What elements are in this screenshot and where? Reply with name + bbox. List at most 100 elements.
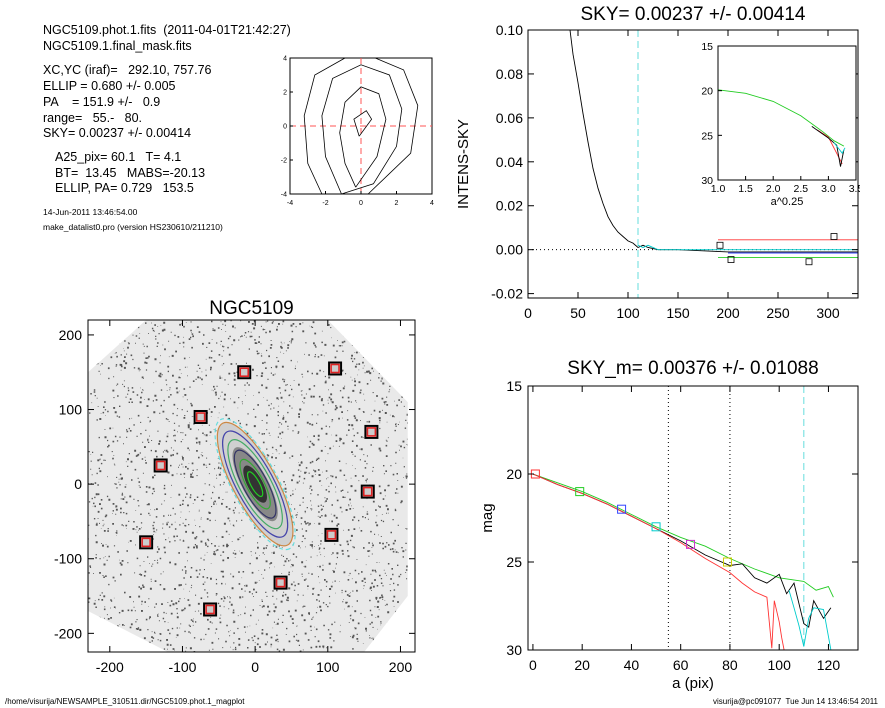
sky-inset-ytick-label: 15 — [701, 41, 713, 53]
mask-box-inner — [195, 412, 206, 422]
mask-box-inner — [330, 363, 340, 374]
sky-inset-series-3 — [833, 142, 846, 155]
sky-inset-series-1 — [817, 129, 843, 165]
contour-level-1 — [339, 86, 387, 188]
contour-xtick-label: 2 — [395, 200, 399, 207]
sky-series-0 — [569, 29, 858, 253]
contour-level-0 — [353, 110, 373, 137]
contour-level-3 — [321, 57, 419, 195]
contour-xtick-label: 4 — [430, 200, 434, 207]
sky-ytick-label: 0.00 — [496, 242, 523, 258]
galaxy-core — [243, 465, 267, 503]
map-title: NGC5109 — [209, 298, 294, 319]
mask-box-inner — [205, 604, 215, 615]
mag-series-0 — [532, 473, 834, 598]
mask-box-inner — [366, 427, 377, 437]
mask-box-inner — [275, 577, 286, 588]
sky-xtick-label: 0 — [524, 305, 532, 321]
sky-ytick-label: 0.10 — [496, 22, 523, 38]
sky-inset-xtick-label: 2.0 — [766, 183, 781, 195]
mag-xtick-label: 100 — [768, 657, 792, 673]
sky-ytick-label: 0.04 — [496, 154, 523, 170]
mag-ytick-label: 20 — [506, 466, 522, 482]
header-center: XC,YC (iraf)= 292.10, 757.76 — [43, 63, 212, 77]
sky-xtick-label: 250 — [766, 305, 790, 321]
mask-box-inner — [155, 460, 166, 471]
sky-xtick-label: 50 — [570, 305, 586, 321]
header-bt: BT= 13.45 MABS=-20.13 — [55, 166, 206, 180]
mag-series-1 — [532, 473, 832, 628]
sky-marker — [805, 258, 813, 266]
header-filename: NGC5109.phot.1.fits (2011-04-01T21:42:27… — [43, 23, 291, 37]
contour-ytick-label: 0 — [283, 124, 287, 131]
header-program: make_datalist0.pro (version HS230610/211… — [43, 222, 223, 232]
map-ytick-label: 100 — [59, 402, 83, 418]
mag-xtick-label: 120 — [817, 657, 841, 673]
sky-inset-series-0 — [717, 89, 845, 147]
galaxy-isophote-4 — [233, 449, 277, 519]
sky-ytick-label: 0.06 — [496, 110, 523, 126]
sky-inset-series-2 — [811, 126, 845, 167]
sky-inset-xlabel: a^0.25 — [771, 196, 804, 208]
mag-marker — [722, 557, 732, 567]
map-xtick-label: -200 — [96, 659, 124, 675]
sky-ylabel: INTENS-SKY — [455, 119, 472, 209]
sky-inset-ytick-label: 30 — [701, 175, 713, 187]
mag-frame — [527, 385, 859, 651]
sky-xtick-label: 150 — [666, 305, 690, 321]
contour-ytick-label: -4 — [281, 192, 287, 199]
mask-box-inner — [362, 486, 373, 497]
header-range: range= 55.- 80. — [43, 111, 143, 125]
header-pa: PA = 151.9 +/- 0.9 — [43, 95, 161, 109]
sky-inset-ytick-label: 20 — [701, 86, 713, 98]
footer-path: /home/visurija/NEWSAMPLE_310511.dir/NGC5… — [5, 697, 245, 706]
mag-xtick-label: 0 — [529, 657, 537, 673]
contour-ytick-label: 4 — [283, 56, 287, 63]
contour-xtick-label: -4 — [287, 200, 293, 207]
sky-inset-ytick-label: 25 — [701, 130, 713, 142]
contour-ytick-label: 2 — [283, 90, 287, 97]
mag-series-2 — [532, 473, 785, 651]
sky-profile-plot: SKY= 0.00237 +/- 0.00414 INTENS-SKY 0 50 100… — [455, 4, 859, 321]
mag-ylabel: mag — [479, 503, 496, 532]
contour-xtick-label: 0 — [359, 200, 363, 207]
sky-marker — [830, 233, 838, 240]
contour-level-2 — [321, 64, 403, 195]
sky-inset-xtick-label: 1.5 — [738, 183, 753, 195]
map-xtick-label: 200 — [389, 659, 413, 675]
sky-inset-plot: 1.0 1.5 2.0 2.5 3.0 3.5 15 20 25 30 a^0.25 — [701, 41, 860, 208]
mag-series-3 — [788, 590, 832, 651]
mag-xtick-label: 40 — [624, 657, 640, 673]
mag-xtick-label: 60 — [673, 657, 689, 673]
galaxy-isophote-0 — [214, 418, 296, 551]
map-ytick-label: 200 — [59, 327, 83, 343]
sky-inset-xtick-label: 1.0 — [711, 183, 726, 195]
sky-inset-bg — [718, 46, 856, 180]
sky-marker — [727, 256, 735, 263]
sky-inset-xtick-label: 3.5 — [849, 183, 860, 195]
contour-level-4 — [303, 57, 346, 195]
sky-xtick-label: 100 — [616, 305, 640, 321]
sky-inset-xtick-label: 2.5 — [793, 183, 808, 195]
mag-xtick-label: 80 — [722, 657, 738, 673]
galaxy-isophote-5 — [239, 458, 271, 510]
contour-xtick-label: -2 — [322, 200, 328, 207]
mag-ytick-label: 15 — [506, 378, 522, 394]
map-ytick-label: -200 — [54, 625, 82, 641]
sky-marker — [716, 241, 724, 249]
header-a25: A25_pix= 60.1 T= 4.1 — [55, 150, 182, 164]
map-xtick-label: 100 — [316, 659, 340, 675]
galaxy-isophote-2 — [222, 430, 289, 538]
header-sky: SKY= 0.00237 +/- 0.00414 — [43, 126, 192, 140]
mask-box-inner — [141, 537, 151, 548]
mask-box-inner — [239, 367, 250, 378]
mag-marker — [686, 539, 696, 549]
mag-ytick-label: 25 — [506, 554, 522, 570]
mag-marker — [575, 487, 585, 497]
mag-xlabel: a (pix) — [672, 675, 714, 692]
header-maskfile: NGC5109.1.final_mask.fits — [43, 39, 192, 53]
sky-ytick-label: 0.02 — [496, 198, 523, 214]
map-xtick-label: -100 — [168, 659, 196, 675]
sky-ytick-label: 0.08 — [496, 66, 523, 82]
header-ellip-pa: ELLIP, PA= 0.729 153.5 — [55, 181, 194, 195]
